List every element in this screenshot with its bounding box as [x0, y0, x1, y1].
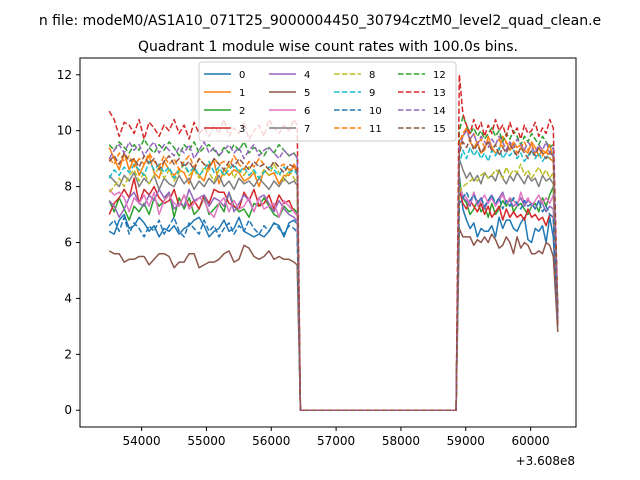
- series-line-5: [108, 227, 559, 411]
- y-tick-label: 0: [64, 403, 72, 417]
- figure-suptitle: n file: modeM0/AS1A10_071T25_9000004450_…: [39, 13, 601, 29]
- legend-label-6: 6: [304, 106, 310, 117]
- series-line-6: [108, 185, 559, 411]
- x-offset-label: +3.608e8: [516, 454, 575, 468]
- legend-label-2: 2: [239, 106, 245, 117]
- x-tick-label: 60000: [512, 434, 550, 448]
- legend-label-12: 12: [433, 70, 446, 81]
- legend-label-8: 8: [369, 70, 375, 81]
- x-tick-label: 54000: [123, 434, 161, 448]
- legend-label-1: 1: [239, 88, 245, 99]
- legend-box: [198, 61, 457, 142]
- x-tick-label: 55000: [187, 434, 225, 448]
- x-tick-label: 56000: [252, 434, 290, 448]
- series-line-15: [108, 138, 559, 411]
- x-tick-label: 59000: [447, 434, 485, 448]
- legend-label-14: 14: [433, 106, 446, 117]
- y-tick-label: 12: [57, 68, 72, 82]
- legend-label-0: 0: [239, 70, 245, 81]
- legend-label-3: 3: [239, 124, 245, 135]
- series-line-8: [108, 163, 559, 411]
- series-line-3: [108, 177, 559, 411]
- x-tick-label: 57000: [317, 434, 355, 448]
- series-line-4: [108, 185, 559, 411]
- y-axis: 0 2 4 6 8 10 12: [57, 68, 80, 417]
- series-line-0: [108, 174, 559, 411]
- plot-lines: [108, 74, 559, 411]
- series-line-12: [108, 115, 559, 411]
- series-line-11: [108, 127, 559, 411]
- legend-label-7: 7: [304, 124, 310, 135]
- y-tick-label: 2: [64, 347, 72, 361]
- series-line-1: [108, 127, 559, 411]
- chart-title: Quadrant 1 module wise count rates with …: [138, 39, 518, 55]
- x-tick-label: 58000: [382, 434, 420, 448]
- legend-label-13: 13: [433, 88, 446, 99]
- y-tick-label: 8: [64, 180, 72, 194]
- series-line-7: [108, 157, 559, 411]
- series-line-9: [108, 146, 559, 411]
- y-tick-label: 6: [64, 236, 72, 250]
- y-tick-label: 10: [57, 124, 72, 138]
- legend-label-9: 9: [369, 88, 375, 99]
- legend-label-10: 10: [369, 106, 382, 117]
- legend-label-15: 15: [433, 124, 446, 135]
- legend-label-11: 11: [369, 124, 382, 135]
- x-axis: 54000 55000 56000 57000 58000 59000 60000: [123, 427, 550, 448]
- series-line-10: [108, 191, 559, 411]
- legend-label-5: 5: [304, 88, 310, 99]
- legend-label-4: 4: [304, 70, 310, 81]
- y-tick-label: 4: [64, 291, 72, 305]
